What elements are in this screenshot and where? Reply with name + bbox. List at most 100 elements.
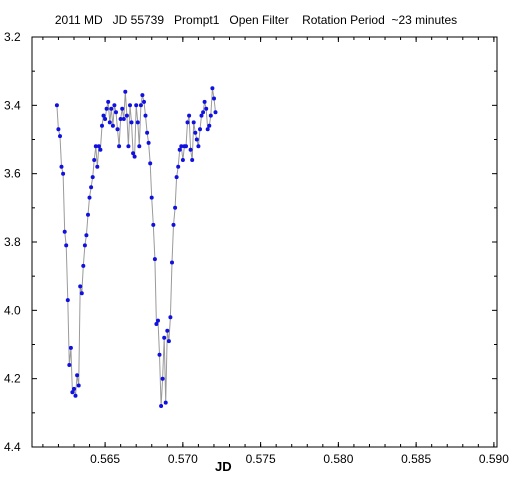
data-point	[179, 144, 184, 149]
data-point	[112, 103, 117, 108]
data-point	[110, 123, 115, 128]
y-tick-label: 4.2	[4, 372, 21, 386]
data-point	[160, 376, 165, 381]
data-point	[106, 99, 111, 104]
data-point	[168, 315, 173, 320]
data-point	[98, 147, 103, 152]
data-point	[185, 120, 190, 125]
data-point	[131, 151, 136, 156]
data-point	[82, 243, 87, 248]
x-tick-label: 0.585	[401, 452, 431, 466]
data-point	[156, 318, 160, 323]
data-point	[109, 106, 114, 111]
y-tick-label: 4.4	[4, 440, 21, 454]
data-point	[68, 345, 73, 350]
data-point	[199, 113, 204, 118]
data-point	[92, 158, 97, 162]
data-point	[126, 144, 131, 149]
data-point	[177, 147, 182, 152]
data-point	[101, 113, 106, 118]
data-point	[123, 89, 128, 94]
data-point	[213, 110, 218, 115]
data-point	[174, 175, 179, 180]
data-point	[152, 257, 157, 262]
data-point	[100, 123, 104, 128]
data-point	[163, 400, 168, 405]
data-point	[208, 113, 213, 118]
data-point	[89, 185, 94, 190]
data-point	[143, 113, 148, 118]
data-point	[84, 233, 89, 238]
data-point	[64, 243, 69, 248]
data-point	[187, 113, 192, 118]
data-point	[190, 158, 195, 162]
data-point	[137, 144, 142, 149]
data-point	[75, 373, 80, 378]
data-point	[205, 127, 210, 132]
data-point	[212, 96, 216, 101]
data-point	[204, 106, 209, 111]
data-point	[118, 117, 123, 121]
x-axis-label: JD	[215, 459, 232, 474]
plot-frame	[31, 36, 498, 448]
data-point	[201, 110, 206, 115]
data-point	[87, 195, 92, 200]
data-point	[96, 144, 101, 149]
data-point	[149, 195, 154, 200]
x-axis: 0.565 0.570 0.575 0.580 0.585 0.590	[42, 37, 509, 466]
data-point	[70, 390, 75, 395]
data-point	[56, 127, 61, 132]
data-point	[135, 120, 140, 125]
data-point	[62, 229, 67, 234]
data-point	[184, 144, 188, 149]
x-tick-label: 0.590	[479, 452, 509, 466]
data-point	[142, 99, 146, 104]
data-point	[134, 103, 139, 108]
data-point	[138, 103, 143, 108]
chart-title: 2011 MD JD 55739 Prompt1 Open Filter Rot…	[54, 13, 458, 27]
data-point	[104, 106, 109, 111]
data-point	[176, 164, 181, 169]
data-point	[159, 404, 164, 408]
data-point	[90, 175, 95, 180]
x-tick-label: 0.580	[323, 452, 353, 466]
data-point	[103, 117, 108, 121]
data-point	[79, 291, 84, 296]
data-point	[157, 352, 162, 357]
data-point	[166, 339, 171, 344]
data-point	[72, 386, 76, 391]
data-point	[61, 171, 66, 176]
data-point	[124, 113, 129, 118]
data-point	[198, 127, 202, 132]
data-point	[210, 86, 215, 91]
data-points	[54, 86, 218, 408]
y-tick-label: 3.8	[4, 235, 21, 249]
data-point	[121, 117, 126, 121]
data-point	[191, 120, 196, 125]
data-point	[93, 144, 98, 149]
data-point	[95, 164, 100, 169]
data-point	[86, 212, 90, 217]
data-point	[67, 363, 72, 367]
y-tick-label: 3.2	[4, 30, 21, 44]
data-point	[115, 127, 120, 132]
y-tick-label: 4.0	[4, 303, 21, 317]
data-point	[173, 205, 178, 210]
data-point	[194, 137, 199, 142]
data-point	[78, 284, 83, 289]
data-point	[145, 130, 150, 135]
data-point	[207, 123, 212, 128]
x-tick-label: 0.565	[90, 452, 120, 466]
data-point	[146, 140, 151, 145]
data-point	[73, 393, 78, 398]
data-point	[58, 134, 62, 139]
data-point	[81, 263, 86, 268]
data-point	[128, 103, 132, 108]
y-axis: 3.2 3.4 3.6 3.8 4.0 4.2 4.4	[4, 30, 497, 454]
data-point	[171, 222, 176, 227]
data-point	[148, 161, 153, 166]
data-point	[54, 103, 59, 108]
data-point	[59, 164, 64, 169]
data-point	[188, 147, 193, 152]
